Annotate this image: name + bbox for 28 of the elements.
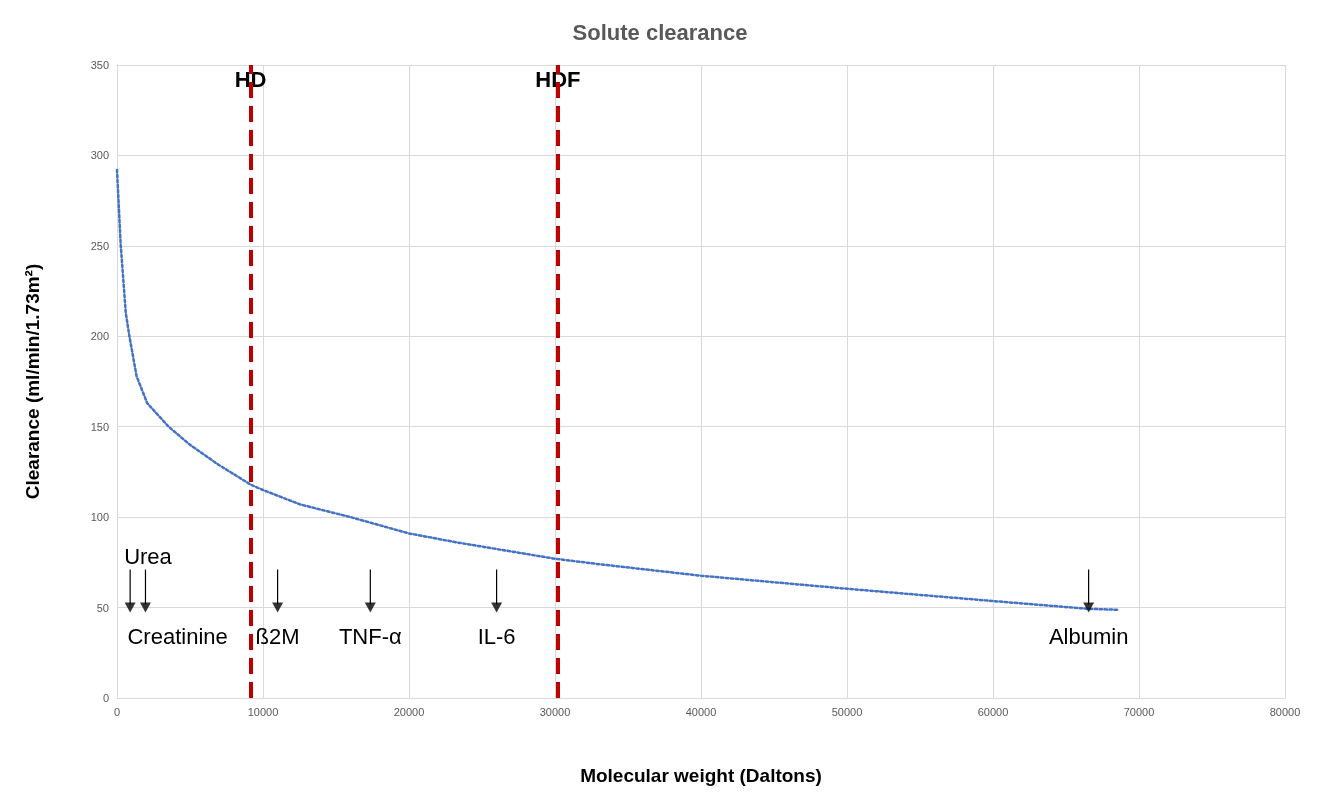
- x-tick-label: 0: [113, 705, 121, 718]
- annotation: ß2M: [255, 624, 300, 650]
- y-tick-label: 200: [90, 330, 109, 343]
- x-tick-label: 60000: [977, 705, 1009, 718]
- x-tick-label: 50000: [831, 705, 863, 718]
- x-tick-label: 10000: [247, 705, 279, 718]
- y-tick-label: 350: [90, 59, 109, 71]
- annotation: TNF-α: [338, 624, 402, 650]
- x-tick-label: 20000: [393, 705, 425, 718]
- ref-line-label: HD: [234, 66, 267, 92]
- x-tick-label: 40000: [685, 705, 717, 718]
- y-tick-label: 100: [90, 511, 109, 524]
- x-tick-label: 70000: [1123, 705, 1155, 718]
- y-tick-label: 150: [90, 420, 109, 433]
- annotation: Urea: [124, 544, 173, 570]
- annotation: IL-6: [477, 624, 516, 650]
- x-tick-label: 80000: [1269, 705, 1301, 718]
- annotation: Creatinine: [127, 624, 228, 650]
- annotation: Albumin: [1048, 624, 1129, 650]
- y-tick-label: 50: [96, 601, 109, 614]
- x-axis-title: Molecular weight (Daltons): [580, 765, 822, 786]
- y-tick-label: 300: [90, 149, 109, 162]
- y-tick-label: 250: [90, 239, 109, 252]
- y-axis-title: Clearance (ml/min/1.73m²): [22, 263, 43, 500]
- chart-title: Solute clearance: [572, 19, 748, 45]
- x-tick-label: 30000: [539, 705, 571, 718]
- line-series: [115, 168, 1119, 611]
- y-tick-label: 0: [102, 692, 109, 704]
